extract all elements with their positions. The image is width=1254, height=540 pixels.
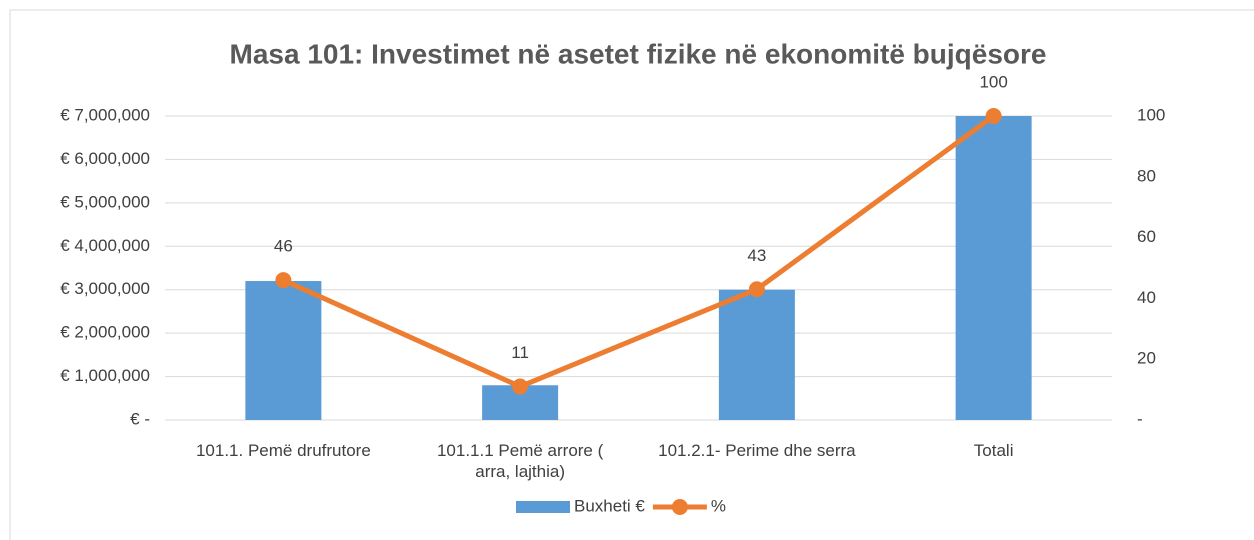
legend-label: Buxheti € [574,496,645,515]
y2-tick-label: 20 [1137,349,1156,368]
y-tick-label: € 1,000,000 [60,366,150,385]
y2-tick-label: - [1137,409,1143,428]
y-tick-label: € 6,000,000 [60,149,150,168]
y2-tick-label: 60 [1137,227,1156,246]
chart-border [9,9,1254,540]
y2-tick-label: 80 [1137,166,1156,185]
y-tick-label: € 7,000,000 [60,105,150,124]
y-tick-label: € 3,000,000 [60,279,150,298]
line-marker [985,108,1002,124]
bar [955,116,1032,420]
y-tick-label: € - [130,409,150,428]
x-tick-label: 101.2.1- Perime dhe serra [658,441,856,460]
line-marker [512,378,529,395]
bar [245,281,322,420]
bar [718,289,795,420]
data-label: 46 [274,237,293,256]
chart-title: Masa 101: Investimet në asetet fizike në… [230,38,1047,69]
line [282,113,996,390]
data-label: 11 [511,343,529,362]
y2-tick-label: 100 [1137,105,1165,124]
data-label: 43 [747,246,766,265]
y-tick-label: € 4,000,000 [60,236,150,255]
x-tick-label: 101.1.1 Pemë arrore ( arra, lajthia) [436,441,604,481]
x-tick-label: 101.1. Pemë drufrutore [195,441,371,460]
line-marker [275,272,292,289]
legend-swatch [671,499,688,515]
y-tick-label: € 5,000,000 [60,192,150,211]
x-tick-label: Totali [973,441,1014,460]
data-label: 100 [979,72,1007,91]
y-tick-label: € 2,000,000 [60,323,150,342]
line-marker [748,281,765,298]
legend-label: % [711,496,726,515]
y2-tick-label: 40 [1137,288,1156,307]
legend-swatch [516,501,570,513]
